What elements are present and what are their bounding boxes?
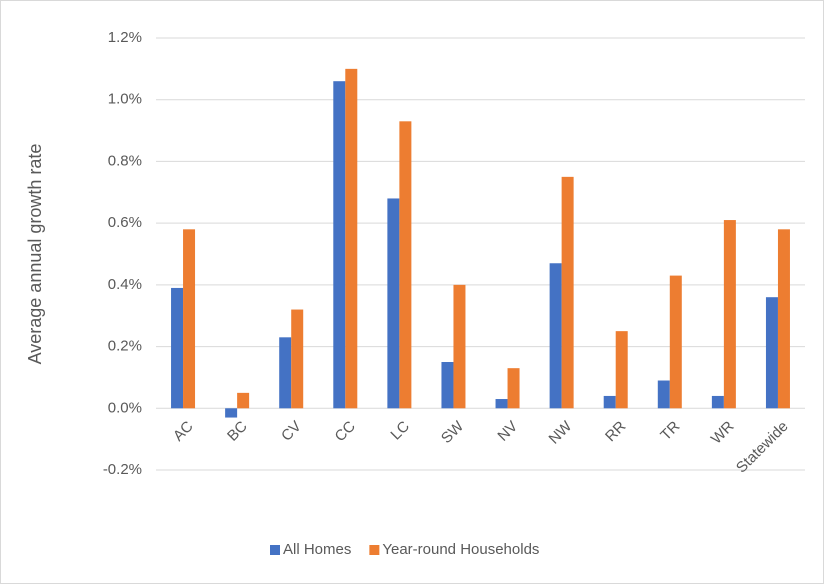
bar bbox=[225, 408, 238, 418]
bar bbox=[237, 392, 250, 409]
y-axis-label: Average annual growth rate bbox=[25, 144, 45, 365]
legend-swatch bbox=[369, 545, 380, 555]
bar bbox=[183, 229, 196, 409]
bar bbox=[291, 309, 304, 409]
bar bbox=[711, 395, 724, 409]
bar bbox=[561, 176, 574, 409]
y-tick-label: 0.6% bbox=[108, 214, 142, 231]
bar bbox=[279, 337, 292, 409]
legend-swatch bbox=[270, 545, 280, 555]
bar bbox=[399, 121, 412, 409]
y-tick-label: 1.2% bbox=[108, 29, 142, 46]
bar bbox=[615, 331, 628, 409]
y-tick-label: 1.0% bbox=[108, 91, 142, 108]
bar bbox=[777, 229, 790, 409]
bar bbox=[441, 362, 454, 409]
bar bbox=[669, 275, 682, 409]
bar bbox=[171, 287, 184, 409]
bar bbox=[345, 68, 358, 409]
y-tick-label: 0.2% bbox=[108, 338, 142, 355]
legend-label: All Homes bbox=[283, 541, 351, 558]
y-tick-label: 0.8% bbox=[108, 152, 142, 169]
bar bbox=[723, 220, 736, 409]
y-tick-label: 0.4% bbox=[108, 276, 142, 293]
bar bbox=[603, 395, 616, 409]
y-tick-label: 0.0% bbox=[108, 399, 142, 416]
bar bbox=[657, 380, 670, 409]
legend-label: Year-round Households bbox=[382, 541, 539, 558]
bar bbox=[495, 399, 508, 409]
bar bbox=[453, 284, 466, 409]
y-tick-label: -0.2% bbox=[103, 461, 142, 478]
bar bbox=[765, 297, 778, 409]
bar bbox=[549, 263, 562, 409]
bar bbox=[333, 81, 346, 409]
bar bbox=[387, 198, 400, 409]
bar bbox=[507, 368, 520, 409]
